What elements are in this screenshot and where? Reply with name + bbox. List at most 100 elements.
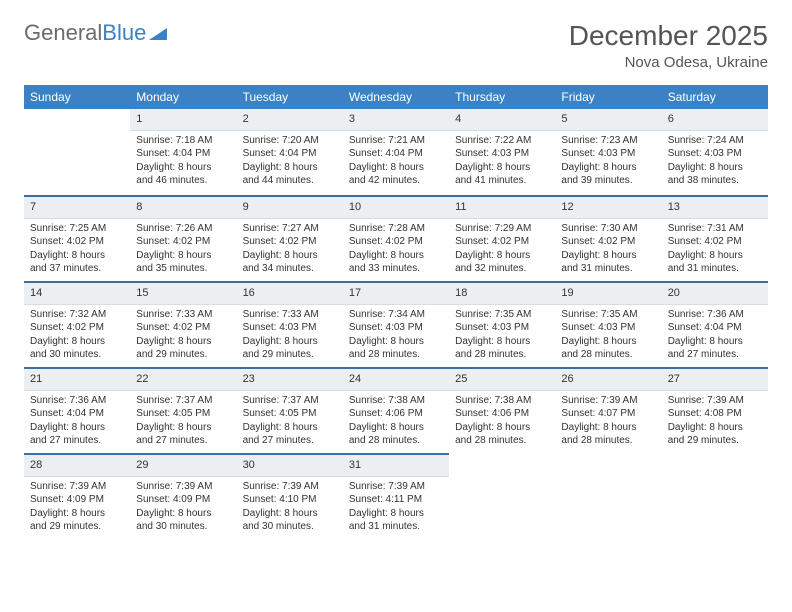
calendar-day-cell: 12Sunrise: 7:30 AMSunset: 4:02 PMDayligh… — [555, 195, 661, 281]
sunset-text: Sunset: 4:08 PM — [668, 407, 762, 421]
calendar-day-cell: 5Sunrise: 7:23 AMSunset: 4:03 PMDaylight… — [555, 109, 661, 195]
calendar-day-cell — [449, 453, 555, 539]
logo-text-blue: Blue — [102, 20, 146, 46]
calendar-day-cell: 11Sunrise: 7:29 AMSunset: 4:02 PMDayligh… — [449, 195, 555, 281]
sunset-text: Sunset: 4:02 PM — [136, 321, 230, 335]
calendar-week-row: 7Sunrise: 7:25 AMSunset: 4:02 PMDaylight… — [24, 195, 768, 281]
sunset-text: Sunset: 4:03 PM — [243, 321, 337, 335]
day-number: 2 — [237, 109, 343, 131]
sunrise-text: Sunrise: 7:38 AM — [349, 394, 443, 408]
daylight-text: Daylight: 8 hours and 28 minutes. — [561, 335, 655, 362]
calendar-day-cell: 7Sunrise: 7:25 AMSunset: 4:02 PMDaylight… — [24, 195, 130, 281]
day-number: 10 — [343, 195, 449, 219]
calendar-day-cell: 27Sunrise: 7:39 AMSunset: 4:08 PMDayligh… — [662, 367, 768, 453]
day-number: 29 — [130, 453, 236, 477]
calendar-day-cell: 4Sunrise: 7:22 AMSunset: 4:03 PMDaylight… — [449, 109, 555, 195]
day-number: 11 — [449, 195, 555, 219]
sunset-text: Sunset: 4:02 PM — [30, 235, 124, 249]
calendar-day-cell: 9Sunrise: 7:27 AMSunset: 4:02 PMDaylight… — [237, 195, 343, 281]
daylight-text: Daylight: 8 hours and 32 minutes. — [455, 249, 549, 276]
title-block: December 2025 Nova Odesa, Ukraine — [569, 20, 768, 71]
sunset-text: Sunset: 4:05 PM — [243, 407, 337, 421]
day-number: 26 — [555, 367, 661, 391]
daylight-text: Daylight: 8 hours and 28 minutes. — [455, 335, 549, 362]
calendar-day-cell: 24Sunrise: 7:38 AMSunset: 4:06 PMDayligh… — [343, 367, 449, 453]
sunset-text: Sunset: 4:02 PM — [349, 235, 443, 249]
day-body: Sunrise: 7:37 AMSunset: 4:05 PMDaylight:… — [130, 391, 236, 452]
daylight-text: Daylight: 8 hours and 44 minutes. — [243, 161, 337, 188]
calendar-week-row: 1Sunrise: 7:18 AMSunset: 4:04 PMDaylight… — [24, 109, 768, 195]
day-number: 15 — [130, 281, 236, 305]
sunset-text: Sunset: 4:10 PM — [243, 493, 337, 507]
sunrise-text: Sunrise: 7:39 AM — [30, 480, 124, 494]
sunrise-text: Sunrise: 7:39 AM — [349, 480, 443, 494]
daylight-text: Daylight: 8 hours and 39 minutes. — [561, 161, 655, 188]
weekday-header: Monday — [130, 85, 236, 109]
calendar-day-cell — [555, 453, 661, 539]
day-body: Sunrise: 7:26 AMSunset: 4:02 PMDaylight:… — [130, 219, 236, 280]
day-body: Sunrise: 7:28 AMSunset: 4:02 PMDaylight:… — [343, 219, 449, 280]
sunset-text: Sunset: 4:02 PM — [668, 235, 762, 249]
sunset-text: Sunset: 4:02 PM — [561, 235, 655, 249]
sunset-text: Sunset: 4:03 PM — [668, 147, 762, 161]
calendar-table: Sunday Monday Tuesday Wednesday Thursday… — [24, 85, 768, 539]
sunrise-text: Sunrise: 7:18 AM — [136, 134, 230, 148]
sunrise-text: Sunrise: 7:35 AM — [455, 308, 549, 322]
day-body: Sunrise: 7:20 AMSunset: 4:04 PMDaylight:… — [237, 131, 343, 192]
sunset-text: Sunset: 4:03 PM — [561, 147, 655, 161]
day-number: 9 — [237, 195, 343, 219]
day-number: 12 — [555, 195, 661, 219]
daylight-text: Daylight: 8 hours and 30 minutes. — [136, 507, 230, 534]
sunset-text: Sunset: 4:05 PM — [136, 407, 230, 421]
daylight-text: Daylight: 8 hours and 27 minutes. — [30, 421, 124, 448]
day-body: Sunrise: 7:23 AMSunset: 4:03 PMDaylight:… — [555, 131, 661, 192]
calendar-day-cell: 26Sunrise: 7:39 AMSunset: 4:07 PMDayligh… — [555, 367, 661, 453]
sunrise-text: Sunrise: 7:21 AM — [349, 134, 443, 148]
calendar-day-cell: 22Sunrise: 7:37 AMSunset: 4:05 PMDayligh… — [130, 367, 236, 453]
sunset-text: Sunset: 4:03 PM — [455, 147, 549, 161]
daylight-text: Daylight: 8 hours and 28 minutes. — [349, 335, 443, 362]
logo: GeneralBlue — [24, 20, 167, 46]
sunset-text: Sunset: 4:03 PM — [349, 321, 443, 335]
weekday-header: Saturday — [662, 85, 768, 109]
sunset-text: Sunset: 4:07 PM — [561, 407, 655, 421]
weekday-header: Sunday — [24, 85, 130, 109]
sunrise-text: Sunrise: 7:39 AM — [136, 480, 230, 494]
calendar-day-cell: 21Sunrise: 7:36 AMSunset: 4:04 PMDayligh… — [24, 367, 130, 453]
day-number: 3 — [343, 109, 449, 131]
sunset-text: Sunset: 4:03 PM — [455, 321, 549, 335]
day-body: Sunrise: 7:33 AMSunset: 4:02 PMDaylight:… — [130, 305, 236, 366]
calendar-day-cell: 17Sunrise: 7:34 AMSunset: 4:03 PMDayligh… — [343, 281, 449, 367]
day-number: 7 — [24, 195, 130, 219]
weekday-header: Friday — [555, 85, 661, 109]
sunset-text: Sunset: 4:02 PM — [455, 235, 549, 249]
day-body: Sunrise: 7:39 AMSunset: 4:08 PMDaylight:… — [662, 391, 768, 452]
day-number: 31 — [343, 453, 449, 477]
day-number: 4 — [449, 109, 555, 131]
sunrise-text: Sunrise: 7:31 AM — [668, 222, 762, 236]
page-header: GeneralBlue December 2025 Nova Odesa, Uk… — [24, 20, 768, 71]
sunset-text: Sunset: 4:02 PM — [243, 235, 337, 249]
calendar-day-cell: 1Sunrise: 7:18 AMSunset: 4:04 PMDaylight… — [130, 109, 236, 195]
daylight-text: Daylight: 8 hours and 46 minutes. — [136, 161, 230, 188]
sail-icon — [149, 28, 167, 40]
day-body: Sunrise: 7:24 AMSunset: 4:03 PMDaylight:… — [662, 131, 768, 192]
location-label: Nova Odesa, Ukraine — [569, 54, 768, 71]
calendar-day-cell — [24, 109, 130, 195]
daylight-text: Daylight: 8 hours and 29 minutes. — [136, 335, 230, 362]
calendar-day-cell: 10Sunrise: 7:28 AMSunset: 4:02 PMDayligh… — [343, 195, 449, 281]
day-body: Sunrise: 7:39 AMSunset: 4:10 PMDaylight:… — [237, 477, 343, 538]
day-body: Sunrise: 7:30 AMSunset: 4:02 PMDaylight:… — [555, 219, 661, 280]
weekday-header: Tuesday — [237, 85, 343, 109]
day-body: Sunrise: 7:39 AMSunset: 4:07 PMDaylight:… — [555, 391, 661, 452]
day-body: Sunrise: 7:32 AMSunset: 4:02 PMDaylight:… — [24, 305, 130, 366]
sunrise-text: Sunrise: 7:35 AM — [561, 308, 655, 322]
day-number: 22 — [130, 367, 236, 391]
daylight-text: Daylight: 8 hours and 38 minutes. — [668, 161, 762, 188]
sunset-text: Sunset: 4:04 PM — [136, 147, 230, 161]
calendar-day-cell: 19Sunrise: 7:35 AMSunset: 4:03 PMDayligh… — [555, 281, 661, 367]
sunrise-text: Sunrise: 7:33 AM — [243, 308, 337, 322]
sunrise-text: Sunrise: 7:20 AM — [243, 134, 337, 148]
daylight-text: Daylight: 8 hours and 27 minutes. — [243, 421, 337, 448]
calendar-day-cell: 15Sunrise: 7:33 AMSunset: 4:02 PMDayligh… — [130, 281, 236, 367]
